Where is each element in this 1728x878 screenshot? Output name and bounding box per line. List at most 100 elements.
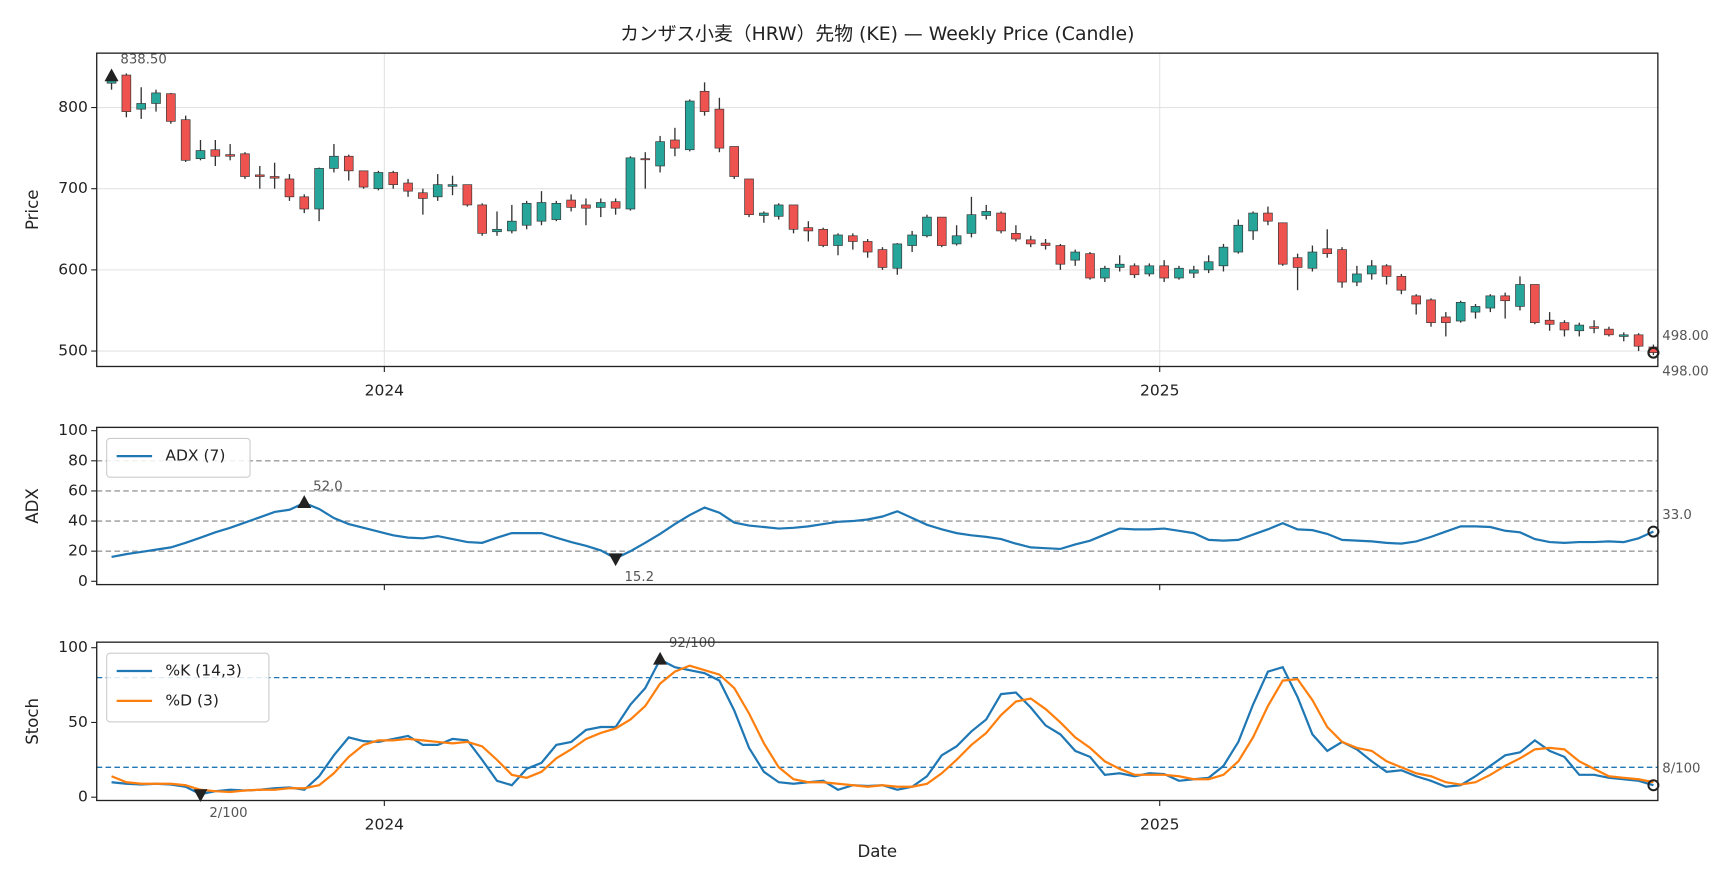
y-tick-label: 700	[58, 179, 88, 197]
x-axis-label: Date	[857, 842, 897, 861]
candle-body	[121, 74, 132, 112]
x-tick-label: 2024	[365, 815, 404, 833]
y-tick-label: 60	[68, 481, 88, 499]
y-axis-label: Stoch	[23, 698, 42, 745]
series-line	[111, 501, 1654, 560]
candle-body	[1381, 265, 1392, 277]
y-tick-label: 800	[58, 98, 88, 116]
candle-body	[1307, 251, 1318, 269]
candle-body	[922, 216, 932, 237]
candle-body	[314, 168, 324, 210]
candle-body	[1159, 265, 1169, 279]
candle-body	[596, 202, 606, 208]
candle-body	[951, 235, 962, 245]
candle-body	[1085, 253, 1095, 279]
candle-body	[892, 243, 903, 269]
y-tick-label: 80	[68, 451, 88, 469]
candle-body	[492, 228, 502, 233]
legend-label: %D (3)	[165, 691, 219, 709]
candle-body	[1366, 265, 1377, 275]
y-axis-label: ADX	[23, 488, 42, 524]
candle-body	[255, 174, 265, 177]
candle-body	[1040, 242, 1051, 246]
candle-body	[744, 178, 754, 216]
candle-body	[1129, 265, 1140, 276]
x-tick-label: 2024	[365, 381, 404, 399]
candle-body	[1396, 276, 1407, 291]
y-tick-label: 20	[68, 542, 88, 560]
candle-body	[714, 108, 725, 149]
candle-body	[136, 103, 146, 110]
candle-body	[699, 90, 710, 112]
marker-down	[193, 789, 208, 803]
candle-body	[862, 241, 873, 253]
candle-body	[269, 176, 280, 179]
candle-body	[907, 234, 917, 246]
candle-body	[1574, 324, 1585, 332]
candle-body	[1426, 299, 1436, 323]
x-tick-label: 2025	[1140, 815, 1179, 833]
candle-body	[343, 155, 354, 172]
annotation-label: 52.0	[313, 479, 343, 494]
candle-body	[1100, 267, 1110, 279]
candle-body	[1352, 273, 1362, 283]
candle-body	[566, 199, 576, 208]
candle-body	[1455, 302, 1466, 322]
series-line	[111, 664, 1654, 794]
candle-body	[1189, 269, 1199, 274]
annotation-label: 92/100	[669, 636, 716, 651]
y-tick-label: 100	[58, 421, 88, 439]
candle-body	[166, 93, 176, 122]
candle-body	[1604, 328, 1614, 336]
legend-box	[106, 437, 251, 478]
candle-body	[551, 202, 562, 220]
marker-up	[297, 495, 312, 508]
annotation-label: 498.00	[1662, 365, 1708, 380]
marker-up	[653, 651, 668, 665]
candle-body	[1277, 222, 1288, 265]
candle-body	[1515, 284, 1525, 307]
candle-body	[818, 228, 828, 246]
candle-body	[418, 192, 428, 199]
axes-frame	[96, 426, 1659, 586]
candle-body	[1485, 295, 1496, 309]
candle-body	[240, 153, 250, 177]
candle-body	[684, 100, 695, 151]
candle-body	[1322, 248, 1333, 254]
candle-body	[877, 249, 888, 268]
candle-body	[1025, 239, 1036, 245]
candle-body	[788, 204, 799, 230]
panel: 0 20 40 60 80 100 ADX 52.0 15.2 33.0 ADX (7)	[23, 421, 1692, 591]
candle-body	[299, 196, 310, 210]
candle-body	[151, 92, 161, 104]
y-tick-label: 500	[58, 342, 88, 360]
chart-title: カンザス小麦（HRW）先物 (KE) — Weekly Price (Candl…	[620, 23, 1134, 45]
candle-body	[373, 172, 384, 190]
y-tick-label: 0	[78, 572, 88, 590]
candle-body	[729, 146, 739, 177]
candle-body	[833, 234, 843, 246]
candle-body	[996, 212, 1006, 232]
candle-body	[1233, 224, 1244, 253]
y-axis-label: Price	[23, 190, 42, 230]
candle-body	[640, 158, 651, 161]
marker-up	[104, 68, 119, 82]
candle-body	[1248, 212, 1258, 232]
candle-body	[1218, 246, 1229, 267]
candle-body	[625, 157, 636, 210]
candle-body	[610, 201, 621, 209]
candle-body	[462, 184, 473, 206]
candle-body	[1618, 334, 1629, 337]
candle-body	[210, 149, 221, 157]
y-tick-label: 600	[58, 260, 88, 278]
candle-body	[507, 220, 517, 232]
candle-body	[180, 119, 191, 161]
marker-down	[608, 553, 623, 567]
y-tick-label: 100	[58, 638, 88, 656]
candle-body	[803, 227, 814, 232]
annotation-label: 498.00	[1662, 329, 1708, 344]
candle-body	[536, 202, 547, 222]
candle-body	[1589, 326, 1599, 329]
